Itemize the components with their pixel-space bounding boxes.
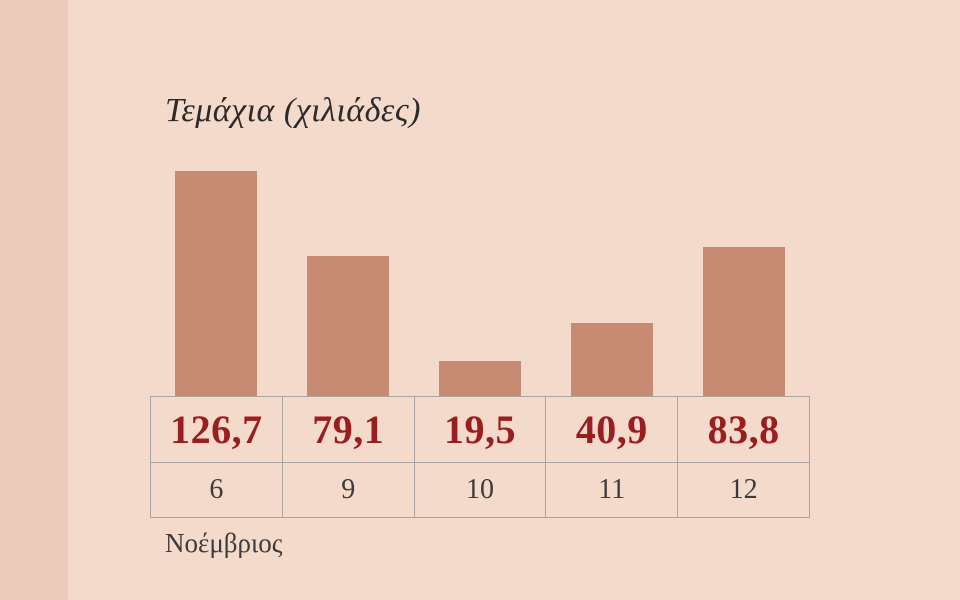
value-table: 126,7 79,1 19,5 40,9 83,8 6 9 10 11 12: [150, 396, 810, 518]
bar-column: [282, 150, 414, 396]
bar-plot-area: [150, 150, 810, 396]
bar-column: [414, 150, 546, 396]
bar: [175, 171, 257, 396]
bar-value-label: 83,8: [678, 397, 810, 462]
bar-value-label: 19,5: [415, 397, 547, 462]
x-axis-month-label: Νοέμβριος: [165, 528, 283, 558]
left-margin-strip: [0, 0, 68, 600]
bar-column: [546, 150, 678, 396]
x-tick-label: 9: [283, 463, 415, 517]
x-tick-label: 11: [546, 463, 679, 517]
bar: [571, 323, 653, 396]
bar: [439, 361, 521, 396]
bar: [307, 256, 389, 396]
x-tick-label: 12: [678, 463, 810, 517]
x-tick-label: 10: [415, 463, 547, 517]
bar-value-label: 79,1: [283, 397, 415, 462]
bar: [703, 247, 785, 396]
bar-value-label: 40,9: [546, 397, 679, 462]
bar-column: [678, 150, 810, 396]
bar-value-label: 126,7: [151, 397, 283, 462]
tick-row: 6 9 10 11 12: [151, 463, 810, 518]
x-tick-label: 6: [151, 463, 283, 517]
bar-column: [150, 150, 282, 396]
chart-title: Τεμάχια (χιλιάδες): [165, 92, 421, 129]
value-row: 126,7 79,1 19,5 40,9 83,8: [151, 396, 810, 463]
